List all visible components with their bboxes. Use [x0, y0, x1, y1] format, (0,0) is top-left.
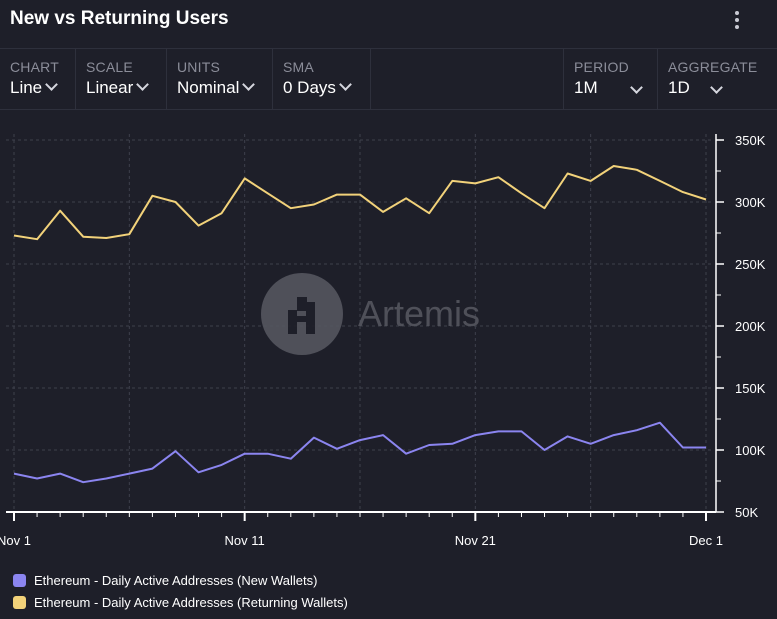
chart-grid — [6, 134, 713, 512]
line-chart: Artemis 50K 100K 150K 200K 250K 300K 350K Nov 1… — [0, 133, 766, 548]
aggregate-select[interactable]: AGGREGATE 1D — [658, 49, 777, 109]
scale-value: Linear — [86, 78, 134, 97]
legend-swatch — [13, 574, 26, 587]
artemis-watermark: Artemis — [261, 273, 480, 355]
units-value: Nominal — [177, 78, 240, 97]
watermark-text: Artemis — [358, 293, 480, 334]
period-value: 1M — [574, 78, 598, 97]
chevron-down-icon — [242, 78, 256, 91]
y-tick-label: 100K — [735, 443, 766, 458]
chevron-down-icon — [136, 78, 150, 91]
chart-header: New vs Returning Users — [0, 0, 777, 49]
period-select[interactable]: PERIOD 1M — [563, 49, 658, 109]
chart-legend: Ethereum - Daily Active Addresses (New W… — [13, 572, 348, 616]
y-tick-label: 300K — [735, 195, 766, 210]
artemis-logo-icon — [261, 273, 343, 355]
aggregate-label: AGGREGATE — [668, 59, 758, 75]
chart-series — [13, 165, 707, 484]
series-line-new-wallets — [13, 421, 706, 484]
y-tick-label: 350K — [735, 133, 766, 148]
chart-title: New vs Returning Users — [10, 8, 229, 29]
x-tick-label: Nov 21 — [455, 533, 496, 548]
sma-value: 0 Days — [283, 78, 336, 97]
more-vertical-icon[interactable] — [725, 6, 749, 34]
x-tick-label: Nov 1 — [0, 533, 31, 548]
y-tick-label: 150K — [735, 381, 766, 396]
chevron-down-icon — [45, 78, 59, 91]
chevron-down-icon — [339, 78, 352, 91]
y-tick-label: 250K — [735, 257, 766, 272]
chart-controls: CHART Line SCALE Linear UNITS Nominal SM… — [0, 49, 777, 110]
series-line-returning-wallets — [13, 165, 707, 241]
chart-type-select[interactable]: CHART Line — [0, 49, 76, 109]
legend-item-new-wallets[interactable]: Ethereum - Daily Active Addresses (New W… — [13, 572, 348, 594]
x-tick-label: Nov 11 — [225, 533, 265, 548]
y-tick-label: 200K — [735, 319, 766, 334]
sma-label: SMA — [283, 59, 314, 75]
units-label: UNITS — [177, 59, 220, 75]
scale-select[interactable]: SCALE Linear — [76, 49, 167, 109]
units-select[interactable]: UNITS Nominal — [167, 49, 273, 109]
artemis-logo-mark — [288, 297, 315, 334]
period-label: PERIOD — [574, 59, 629, 75]
aggregate-value: 1D — [668, 78, 690, 97]
legend-label: Ethereum - Daily Active Addresses (New W… — [34, 573, 318, 588]
legend-item-returning-wallets[interactable]: Ethereum - Daily Active Addresses (Retur… — [13, 594, 348, 616]
chart-type-value: Line — [10, 78, 43, 97]
chart-axes: 50K 100K 150K 200K 250K 300K 350K Nov 1 Nov 11 No… — [0, 133, 766, 548]
chevron-down-icon — [630, 81, 643, 94]
sma-select[interactable]: SMA 0 Days — [273, 49, 371, 109]
legend-swatch — [13, 596, 26, 609]
chevron-down-icon — [710, 81, 723, 94]
legend-label: Ethereum - Daily Active Addresses (Retur… — [34, 595, 348, 610]
x-tick-label: Dec 1 — [689, 533, 723, 548]
scale-label: SCALE — [86, 59, 133, 75]
y-tick-label: 50K — [735, 505, 758, 520]
chart-type-label: CHART — [10, 59, 59, 75]
